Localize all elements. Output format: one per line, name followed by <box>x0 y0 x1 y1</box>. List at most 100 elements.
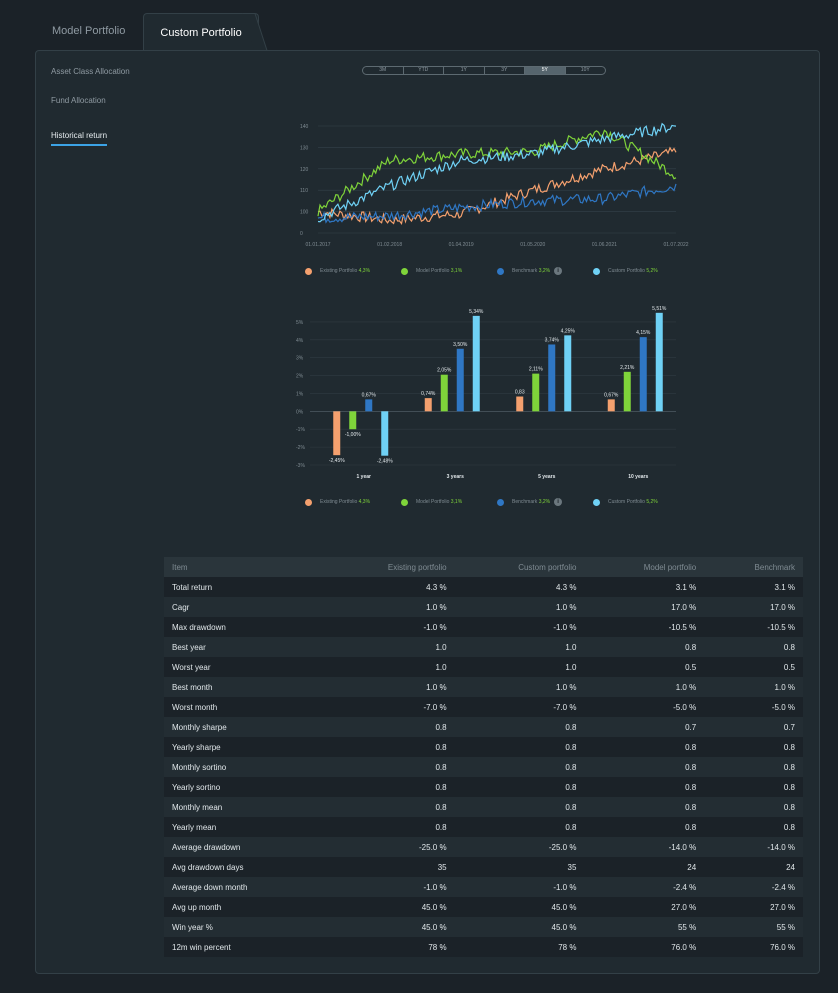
table-cell: -1.0 % <box>454 877 585 897</box>
bar <box>532 373 540 412</box>
row-label: Cagr <box>164 597 324 617</box>
table-cell: 0.8 <box>584 797 705 817</box>
table-cell: 0.8 <box>323 737 455 757</box>
category-label: 1 year <box>357 474 372 480</box>
category-label: 3 years <box>447 474 464 480</box>
legend-model[interactable]: Model Portfolio 3,1% <box>401 498 497 506</box>
column-header: Existing portfolio <box>323 557 455 577</box>
table-cell: 0.8 <box>454 737 585 757</box>
y-tick-label: 130 <box>300 145 309 151</box>
nav-historical-return[interactable]: Historical return <box>51 131 108 146</box>
table-cell: -5.0 % <box>704 697 803 717</box>
y-tick-label: 3% <box>296 356 304 362</box>
y-tick-label: -2% <box>296 445 305 451</box>
y-tick-label: 4% <box>296 338 304 344</box>
x-tick-label: 01.07.2022 <box>663 242 688 248</box>
legend-value: 4,3% <box>358 268 371 274</box>
table-cell: 0.5 <box>704 657 803 677</box>
table-cell: -5.0 % <box>584 697 705 717</box>
legend-label: Benchmark <box>512 268 538 274</box>
table-cell: 0.8 <box>704 817 803 837</box>
legend-custom[interactable]: Custom Portfolio 5,2% <box>593 498 689 506</box>
table-row: Best month 1.0 % 1.0 % 1.0 % 1.0 % <box>164 677 803 697</box>
legend-label: Existing Portfolio <box>320 499 358 505</box>
info-icon[interactable]: i <box>554 498 563 506</box>
legend-dot-model <box>401 498 408 506</box>
legend-dot-existing <box>305 498 312 506</box>
legend-model[interactable]: Model Portfolio 3,1% <box>401 267 497 275</box>
table-row: Monthly mean 0.8 0.8 0.8 0.8 <box>164 797 803 817</box>
table-cell: 17.0 % <box>704 597 803 617</box>
row-label: Monthly sortino <box>164 757 324 777</box>
table-cell: 0.8 <box>454 717 585 737</box>
table-header-row: Item Existing portfolio Custom portfolio Mo… <box>164 557 803 577</box>
table-row: Avg drawdown days 35 35 24 24 <box>164 857 803 877</box>
range-5y[interactable]: 5Y <box>525 67 566 74</box>
row-label: Max drawdown <box>164 617 324 637</box>
bar-value-label: 4,15% <box>636 330 651 336</box>
bar <box>564 335 572 412</box>
table-cell: 0.8 <box>704 777 803 797</box>
table-cell: 3.1 % <box>704 577 803 597</box>
table-cell: 0.8 <box>704 737 803 757</box>
bar-value-label: 4,25% <box>561 328 576 334</box>
range-3y[interactable]: 3Y <box>485 67 525 74</box>
x-tick-label: 01.01.2017 <box>305 242 330 248</box>
bar-value-label: 0,83 <box>515 390 525 396</box>
line-chart-svg: 0 100 110 120 130 140 01.01.2017 01.02.2018 01.0… <box>300 122 689 248</box>
category-label: 5 years <box>538 474 555 480</box>
legend-existing[interactable]: Existing Portfolio 4,3% <box>305 498 401 506</box>
bar-chart-legend: Existing Portfolio 4,3% Model Portfolio … <box>305 498 689 506</box>
nav-asset-class-allocation[interactable]: Asset Class Allocation <box>51 67 130 76</box>
bar-value-label: 2,21% <box>620 365 635 371</box>
table-cell: 4.3 % <box>323 577 455 597</box>
legend-benchmark[interactable]: Benchmark 3,2% i <box>497 498 593 506</box>
table-cell: -25.0 % <box>454 837 585 857</box>
table-cell: 0.7 <box>584 717 705 737</box>
table-cell: 27.0 % <box>584 897 705 917</box>
table-row: Avg up month 45.0 % 45.0 % 27.0 % 27.0 % <box>164 897 803 917</box>
tab-custom-portfolio[interactable]: Custom Portfolio <box>143 13 259 51</box>
statistics-table: Item Existing portfolio Custom portfolio Mo… <box>164 557 803 957</box>
y-tick-label: 140 <box>300 124 309 130</box>
section-nav: Asset Class Allocation Fund Allocation H… <box>51 67 161 166</box>
legend-dot-benchmark <box>497 498 504 506</box>
legend-dot-existing <box>305 267 312 275</box>
table-cell: 55 % <box>584 917 705 937</box>
table-cell: -14.0 % <box>584 837 705 857</box>
range-10y[interactable]: 10Y <box>580 67 590 73</box>
column-header: Item <box>164 557 324 577</box>
table-cell: 24 <box>584 857 705 877</box>
table-cell: 0.8 <box>454 777 585 797</box>
bar-chart-svg: 5% 4% 3% 2% 1% 0% -1% -2% -3% 1 year -2,45% -1,00% 0… <box>296 306 676 480</box>
nav-fund-allocation[interactable]: Fund Allocation <box>51 96 106 105</box>
bar-value-label: 0,67% <box>362 392 377 398</box>
row-label: Best year <box>164 637 324 657</box>
range-ytd[interactable]: YTD <box>404 67 444 74</box>
legend-label: Model Portfolio <box>416 499 450 505</box>
table-cell: 0.8 <box>584 637 705 657</box>
row-label: Monthly sharpe <box>164 717 324 737</box>
range-3m[interactable]: 3M <box>363 67 404 74</box>
legend-value: 3,2% <box>538 499 551 505</box>
table-cell: 45.0 % <box>323 897 455 917</box>
legend-benchmark[interactable]: Benchmark 3,2% i <box>497 267 593 275</box>
bar <box>333 411 341 456</box>
table-cell: 24 <box>704 857 803 877</box>
legend-existing[interactable]: Existing Portfolio 4,3% <box>305 267 401 275</box>
tab-model-portfolio[interactable]: Model Portfolio <box>52 25 126 37</box>
legend-value: 3,1% <box>450 499 463 505</box>
legend-label: Benchmark <box>512 499 538 505</box>
table-cell: -7.0 % <box>454 697 585 717</box>
table-cell: 0.8 <box>704 757 803 777</box>
row-label: Yearly sharpe <box>164 737 324 757</box>
info-icon[interactable]: i <box>554 267 563 275</box>
table-cell: -1.0 % <box>454 617 585 637</box>
table-cell: 0.8 <box>454 817 585 837</box>
x-tick-label: 01.04.2019 <box>449 242 474 248</box>
legend-custom[interactable]: Custom Portfolio 5,2% <box>593 267 689 275</box>
bar-value-label: 2,11% <box>529 367 543 373</box>
range-1y[interactable]: 1Y <box>444 67 485 74</box>
table-cell: 0.7 <box>704 717 803 737</box>
x-tick-label: 01.06.2021 <box>592 242 617 248</box>
